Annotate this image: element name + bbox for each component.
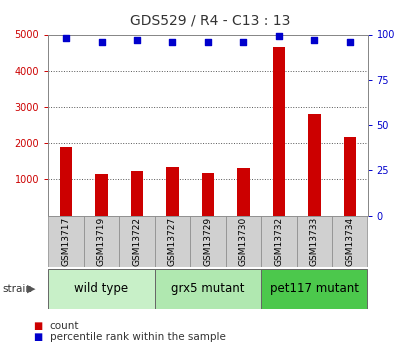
Bar (48, 216, 84, 267)
Bar (226, 216, 261, 267)
Bar (237, 168, 249, 216)
Text: ■: ■ (34, 333, 43, 342)
Point (240, 39, 247, 45)
Bar (84, 216, 119, 267)
Bar (119, 216, 155, 267)
Text: GSM13729: GSM13729 (203, 217, 213, 266)
Point (169, 39, 176, 45)
Bar (155, 216, 190, 267)
Text: GSM13727: GSM13727 (168, 217, 177, 266)
Text: percentile rank within the sample: percentile rank within the sample (50, 333, 226, 342)
Point (346, 39, 353, 45)
Text: GSM13730: GSM13730 (239, 217, 248, 266)
Text: GSM13732: GSM13732 (274, 217, 284, 266)
Bar (190, 216, 226, 267)
Bar (261, 216, 297, 267)
Point (205, 39, 211, 45)
Point (134, 37, 140, 43)
Bar (131, 171, 143, 216)
Text: GDS529 / R4 - C13 : 13: GDS529 / R4 - C13 : 13 (130, 14, 290, 28)
Text: GSM13722: GSM13722 (132, 217, 142, 266)
Text: ■: ■ (34, 321, 43, 331)
Point (311, 37, 318, 43)
Bar (332, 216, 368, 267)
Text: strain: strain (2, 284, 32, 294)
Bar (155, 269, 261, 309)
Bar (261, 269, 368, 309)
Bar (344, 137, 356, 216)
Text: wild type: wild type (74, 283, 129, 295)
Bar (95, 174, 108, 216)
Text: GSM13719: GSM13719 (97, 217, 106, 266)
Text: grx5 mutant: grx5 mutant (171, 283, 244, 295)
Bar (48, 269, 155, 309)
Text: GSM13717: GSM13717 (62, 217, 71, 266)
Bar (273, 47, 285, 216)
Text: count: count (50, 321, 79, 331)
Bar (297, 216, 332, 267)
Text: GSM13733: GSM13733 (310, 217, 319, 266)
Point (276, 33, 282, 39)
Point (98, 39, 105, 45)
Bar (166, 167, 178, 216)
Point (63, 36, 69, 41)
Text: pet117 mutant: pet117 mutant (270, 283, 359, 295)
Bar (202, 173, 214, 216)
Text: ▶: ▶ (27, 284, 36, 294)
Bar (308, 114, 320, 216)
Text: GSM13734: GSM13734 (345, 217, 354, 266)
Bar (60, 147, 72, 216)
